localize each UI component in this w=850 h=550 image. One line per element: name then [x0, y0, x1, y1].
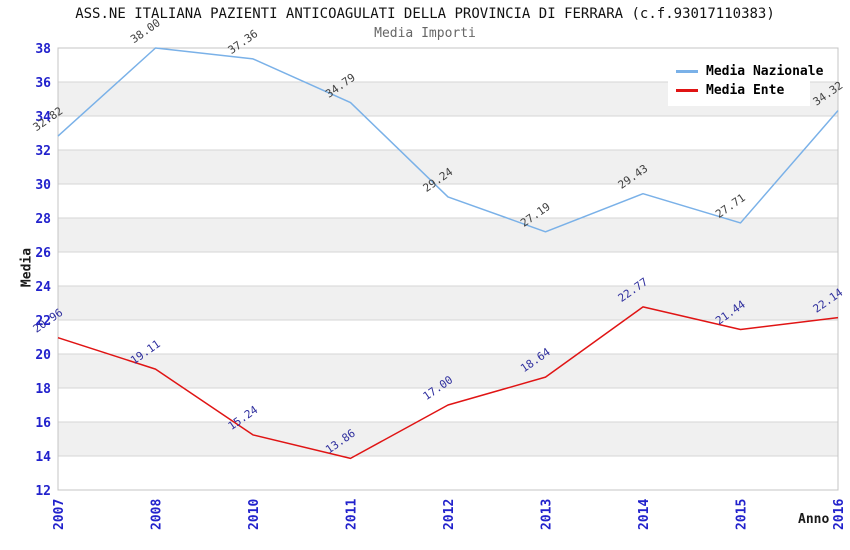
plot-band	[58, 456, 838, 490]
chart-title: ASS.NE ITALIANA PAZIENTI ANTICOAGULATI D…	[75, 6, 775, 22]
y-tick-label: 18	[35, 382, 51, 397]
plot-band	[58, 286, 838, 320]
y-tick-label: 12	[35, 484, 51, 499]
plot-band	[58, 184, 838, 218]
y-axis-title: Media	[19, 247, 35, 288]
x-tick-label: 2008	[150, 499, 165, 530]
plot-band	[58, 354, 838, 388]
legend-label: Media Nazionale	[706, 64, 824, 79]
x-tick-label: 2015	[735, 499, 750, 530]
legend: Media Nazionale Media Ente	[668, 56, 823, 106]
plot-border	[57, 47, 839, 491]
y-tick-label: 20	[35, 348, 51, 363]
x-tick-label: 2014	[637, 499, 652, 530]
legend-label: Media Ente	[706, 83, 785, 98]
legend-entry: Media Ente	[676, 81, 806, 100]
x-tick-label: 2012	[442, 499, 457, 530]
x-tick-label: 2013	[540, 499, 555, 530]
legend-entry: Media Nazionale	[676, 62, 823, 81]
plot-band	[58, 218, 838, 252]
plot-band	[58, 320, 838, 354]
x-tick-label: 2007	[52, 499, 67, 530]
y-tick-label: 38	[35, 42, 51, 57]
x-tick-label: 2011	[345, 499, 360, 530]
y-tick-label: 32	[35, 144, 51, 159]
data-label: 38.00	[128, 16, 163, 46]
y-tick-label: 14	[35, 450, 51, 465]
series-line-media-nazionale	[57, 47, 839, 233]
y-tick-label: 30	[35, 178, 51, 193]
x-tick-label: 2010	[247, 499, 262, 530]
legend-swatch-icon	[676, 70, 698, 73]
y-tick-label: 22	[35, 314, 51, 329]
chart-subtitle: Media Importi	[374, 26, 476, 41]
y-tick-label: 34	[35, 110, 51, 125]
plot-band	[58, 422, 838, 456]
legend-swatch-icon	[676, 89, 698, 92]
y-tick-label: 26	[35, 246, 51, 261]
y-tick-label: 36	[35, 76, 51, 91]
plot-band	[58, 116, 838, 150]
y-tick-label: 24	[35, 280, 51, 295]
plot-band	[58, 150, 838, 184]
x-axis-title: Anno	[798, 512, 830, 527]
x-tick-label: 2016	[832, 499, 847, 530]
plot-band	[58, 252, 838, 286]
y-tick-label: 16	[35, 416, 51, 431]
y-tick-label: 28	[35, 212, 51, 227]
series-line-media-ente	[57, 306, 839, 460]
